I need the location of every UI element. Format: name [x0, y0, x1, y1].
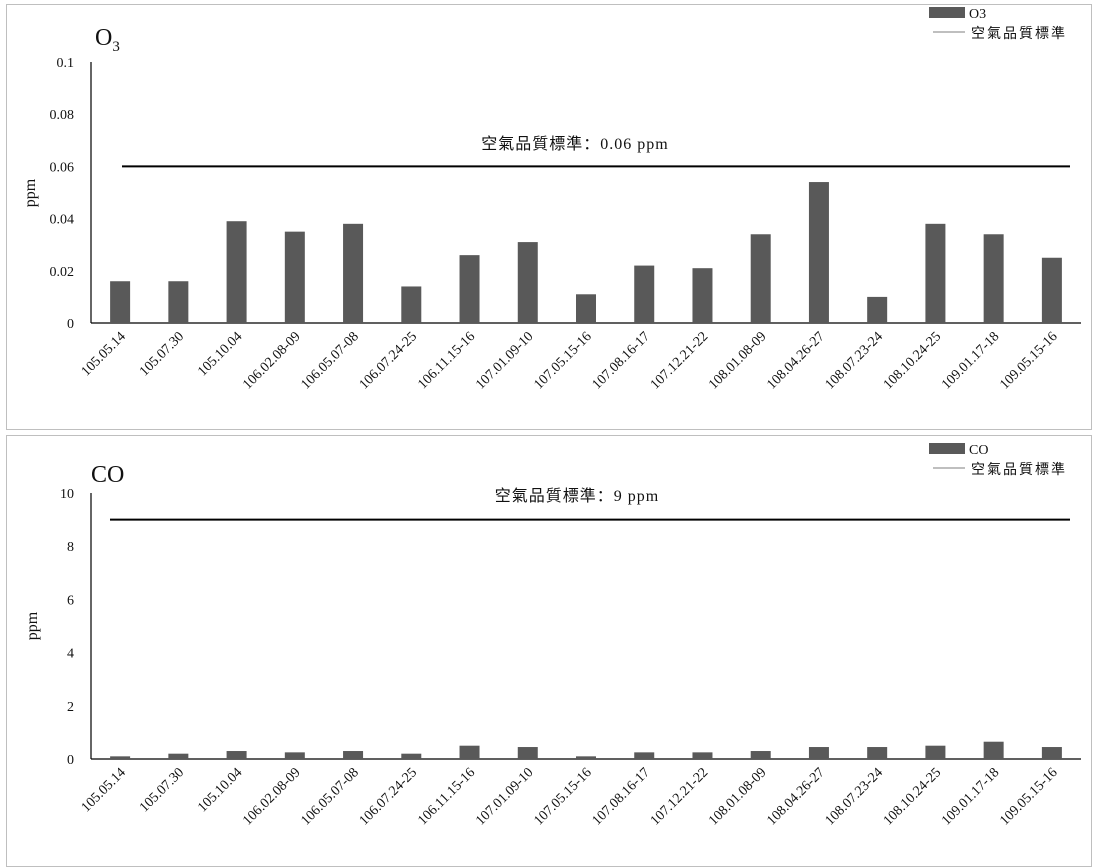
- x-tick-label: 108.10.24-25: [881, 329, 944, 392]
- bar: [110, 281, 131, 323]
- x-tick-label: 105.10.04: [195, 329, 245, 379]
- x-tick-label: 106.11.15-16: [415, 329, 478, 392]
- standard-annotation: 空氣品質標準：0.06 ppm: [481, 135, 668, 153]
- o3-chart-panel: O3 ppm 0 0.02 0.04 0.06 0.08 0.1 105.05.14 105.07…: [6, 4, 1092, 430]
- bar: [925, 223, 946, 323]
- bar: [517, 242, 538, 323]
- legend-label-bar: CO: [969, 443, 988, 458]
- y-tick-label: 10: [60, 487, 74, 502]
- bar: [867, 747, 888, 759]
- bar: [1041, 257, 1062, 323]
- bar: [459, 255, 480, 323]
- bar: [867, 296, 888, 323]
- bar: [401, 753, 422, 759]
- x-tick-label: 105.07.30: [137, 765, 187, 815]
- legend-label-bar: O3: [969, 7, 986, 22]
- x-tick-label: 105.07.30: [137, 329, 187, 379]
- y-tick-label: 0.08: [50, 108, 75, 123]
- x-tick-label: 107.05.15-16: [531, 765, 594, 828]
- y-tick-label: 0.04: [50, 213, 75, 228]
- x-tick-label: 108.01.08-09: [706, 329, 769, 392]
- bar: [808, 182, 829, 323]
- y-tick-label: 4: [67, 647, 74, 662]
- y-axis-label: ppm: [22, 178, 39, 207]
- bar: [226, 751, 247, 759]
- x-tick-label: 109.01.17-18: [939, 329, 1002, 392]
- x-tick-label: 106.02.08-09: [240, 765, 303, 828]
- legend-bar-swatch: [929, 443, 965, 454]
- x-tick-label: 108.04.26-27: [764, 765, 827, 828]
- y-tick-label: 0.06: [50, 160, 75, 175]
- bar: [692, 268, 713, 323]
- x-tick-label: 105.05.14: [79, 329, 129, 379]
- x-tick-label: 107.12.21-22: [648, 329, 711, 392]
- y-tick-label: 0.02: [50, 265, 75, 280]
- bar: [634, 752, 655, 759]
- x-tick-label: 108.04.26-27: [764, 329, 827, 392]
- bar: [459, 745, 480, 759]
- standard-annotation: 空氣品質標準：9 ppm: [495, 487, 659, 505]
- y-tick-label: 8: [67, 540, 74, 555]
- bar: [983, 234, 1004, 323]
- x-tick-label: 107.08.16-17: [590, 329, 653, 392]
- legend-label-line: 空氣品質標準: [971, 26, 1067, 42]
- bar: [401, 286, 422, 323]
- x-tick-label: 107.01.09-10: [473, 765, 536, 828]
- bar: [692, 752, 713, 759]
- x-tick-label: 109.01.17-18: [939, 765, 1002, 828]
- x-tick-label: 105.05.14: [79, 765, 129, 815]
- bar: [168, 753, 189, 759]
- bar: [576, 294, 596, 323]
- o3-chart: O3 ppm 0 0.02 0.04 0.06 0.08 0.1 105.05.14 105.07…: [22, 7, 1081, 393]
- y-tick-label: 2: [67, 700, 74, 715]
- x-tick-label: 107.01.09-10: [473, 329, 536, 392]
- x-tick-label: 107.08.16-17: [590, 765, 653, 828]
- x-tick-label: 106.07.24-25: [357, 765, 420, 828]
- bar: [750, 751, 771, 759]
- y-tick-label: 0: [67, 753, 74, 768]
- bar: [110, 756, 131, 759]
- x-tick-label: 106.07.24-25: [357, 329, 420, 392]
- x-tick-label: 106.02.08-09: [240, 329, 303, 392]
- x-tick-label: 107.05.15-16: [531, 329, 594, 392]
- y-axis-label: ppm: [24, 611, 41, 640]
- bar: [226, 221, 247, 323]
- y-tick-label: 6: [67, 593, 74, 608]
- bar: [634, 265, 655, 323]
- bar: [576, 756, 596, 759]
- chart-title: O3: [95, 25, 120, 55]
- legend-bar-swatch: [929, 7, 965, 18]
- bar: [168, 281, 189, 323]
- co-chart-panel: CO ppm 0 2 4 6 8 10 105.05.14 105.07.30 105.10.04 1…: [6, 435, 1092, 867]
- x-tick-label: 108.07.23-24: [823, 765, 886, 828]
- x-tick-label: 108.01.08-09: [706, 765, 769, 828]
- bar: [925, 745, 946, 759]
- x-tick-label: 106.05.07-08: [298, 329, 361, 392]
- bar: [1041, 747, 1062, 759]
- bar: [808, 747, 829, 759]
- x-tick-label: 106.11.15-16: [415, 765, 478, 828]
- bar: [343, 223, 364, 323]
- x-tick-label: 109.05.15-16: [997, 329, 1060, 392]
- x-tick-label: 109.05.15-16: [997, 765, 1060, 828]
- legend-label-line: 空氣品質標準: [971, 462, 1067, 478]
- bar: [517, 747, 538, 759]
- y-tick-label: 0: [67, 317, 74, 332]
- chart-title: CO: [91, 462, 124, 488]
- x-tick-label: 108.10.24-25: [881, 765, 944, 828]
- y-tick-label: 0.1: [57, 56, 75, 71]
- bar: [983, 741, 1004, 759]
- x-tick-label: 108.07.23-24: [823, 329, 886, 392]
- bar: [284, 752, 305, 759]
- bar: [750, 234, 771, 323]
- bar: [284, 231, 305, 323]
- x-tick-label: 107.12.21-22: [648, 765, 711, 828]
- x-tick-label: 105.10.04: [195, 765, 245, 815]
- bar: [343, 751, 364, 759]
- x-tick-label: 106.05.07-08: [298, 765, 361, 828]
